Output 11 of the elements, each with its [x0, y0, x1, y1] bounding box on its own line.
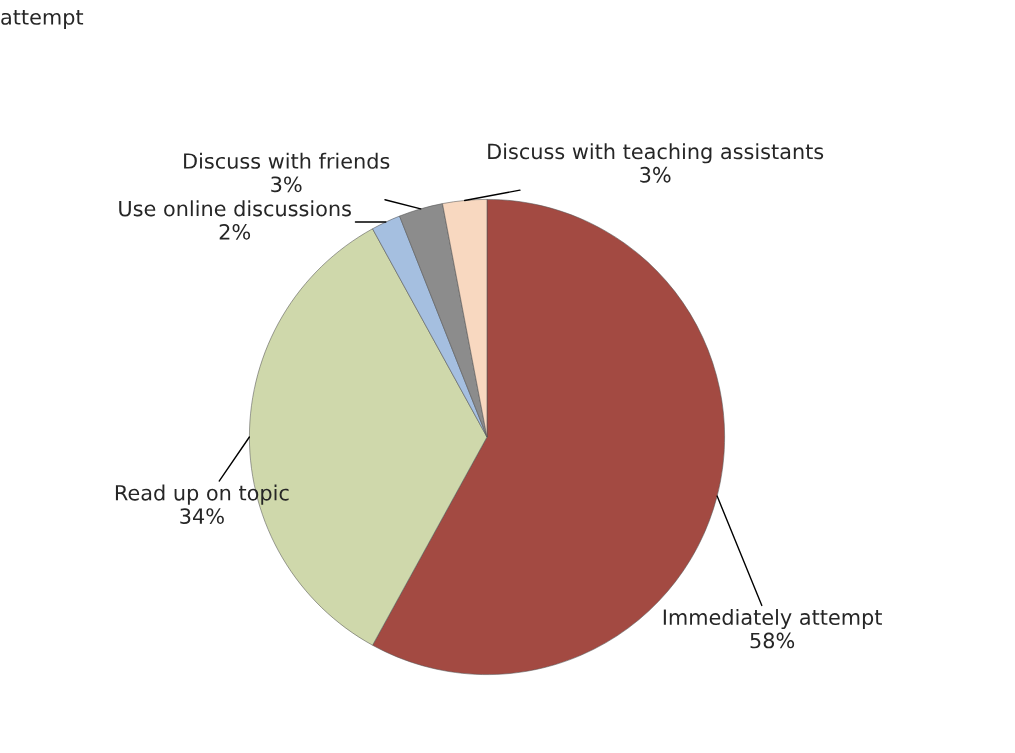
text: attempt [1, 9, 84, 29]
data-label: 2% [219, 223, 251, 240]
data-label: 58% [750, 632, 795, 649]
slice-label: Read up on topic [115, 484, 289, 505]
data-label: 34% [180, 508, 224, 524]
slice-label: Immediately attempt [663, 608, 882, 630]
slice-label: Discuss with teaching assistants [488, 143, 824, 164]
data-label: 3% [640, 166, 671, 183]
slice-label: Discuss with friends [184, 152, 390, 169]
data-label: 3% [271, 176, 302, 193]
slice-label: Use online discussions [119, 200, 351, 217]
